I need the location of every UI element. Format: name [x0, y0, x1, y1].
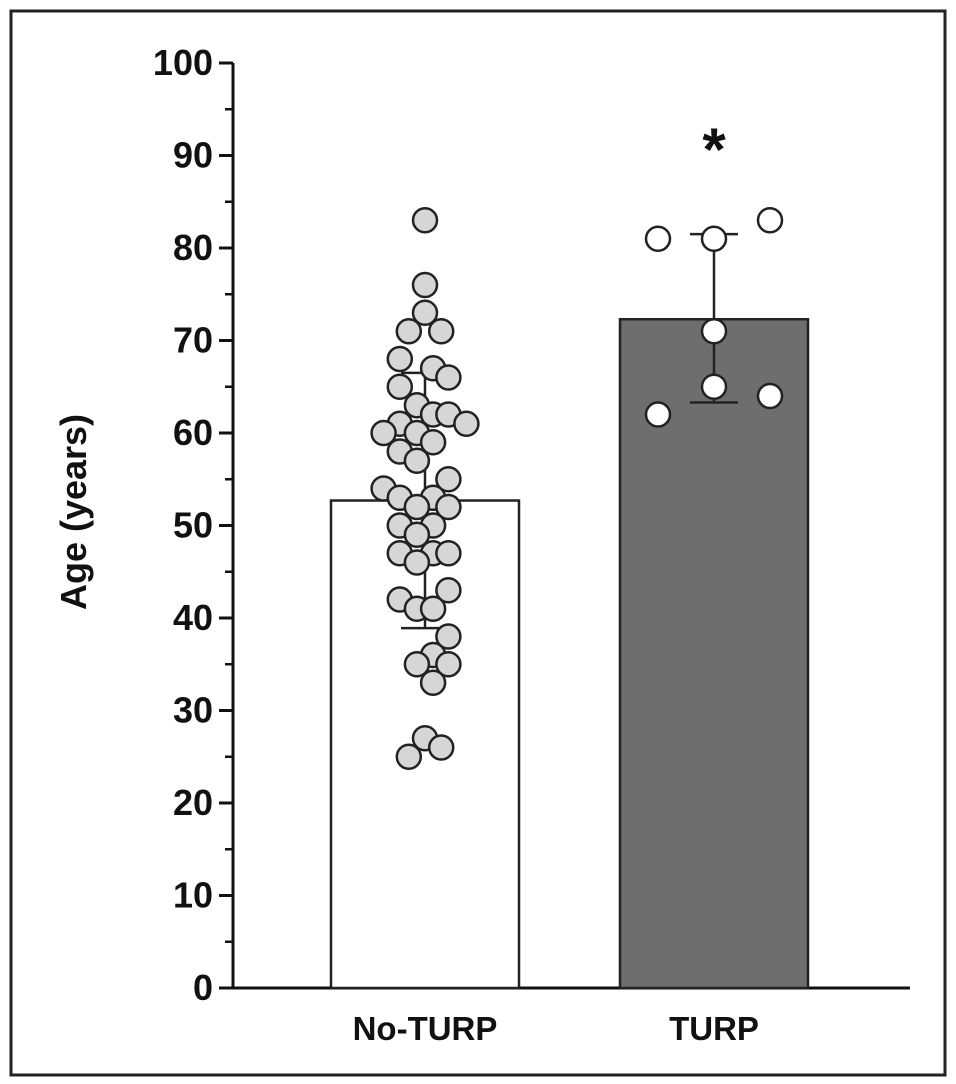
data-point — [435, 577, 462, 604]
data-points — [370, 207, 784, 770]
data-point — [403, 447, 431, 474]
data-point — [370, 419, 397, 447]
data-point — [427, 318, 455, 345]
data-point — [403, 651, 431, 678]
y-tick-label: 10 — [173, 875, 213, 916]
data-point — [419, 669, 447, 696]
data-point — [700, 373, 728, 400]
data-point — [435, 466, 462, 493]
significance-asterisk: * — [702, 116, 726, 183]
data-point — [756, 382, 784, 410]
y-tick-label: 80 — [173, 227, 213, 268]
labels: No-TURP TURP * — [353, 116, 759, 1047]
data-point — [427, 734, 455, 761]
y-tick-label: 40 — [173, 597, 213, 638]
data-point — [411, 299, 439, 326]
y-axis-title: Age (years) — [53, 414, 94, 610]
y-tick-label: 70 — [173, 320, 213, 361]
data-point — [403, 493, 431, 521]
y-tick-label: 30 — [173, 690, 213, 731]
y-tick-label: 60 — [173, 412, 213, 453]
data-point — [403, 549, 431, 576]
y-tick-label: 50 — [173, 505, 213, 546]
data-point — [403, 521, 431, 548]
data-point — [435, 364, 462, 391]
y-tick-label: 100 — [153, 42, 213, 83]
data-point — [644, 225, 672, 252]
y-tick-label: 20 — [173, 782, 213, 823]
x-tick-label: TURP — [669, 1010, 759, 1047]
y-tick-label: 0 — [193, 967, 213, 1008]
data-point — [395, 743, 423, 770]
data-point — [435, 493, 462, 521]
data-point — [386, 373, 414, 400]
data-point — [700, 318, 728, 345]
x-tick-label: No-TURP — [353, 1010, 498, 1047]
axes: 0 10 20 30 40 50 60 70 80 90 100 — [153, 42, 910, 1008]
data-point — [435, 623, 462, 650]
data-point — [453, 410, 480, 437]
data-point — [411, 207, 439, 234]
data-point — [419, 595, 447, 622]
data-point — [386, 345, 414, 373]
data-point — [700, 225, 728, 252]
data-point — [395, 318, 423, 345]
data-point — [411, 271, 439, 299]
y-tick-label: 90 — [173, 135, 213, 176]
data-point — [644, 401, 672, 428]
bar-turp — [618, 317, 810, 990]
data-point — [435, 651, 462, 678]
data-point — [435, 540, 462, 567]
data-point — [756, 207, 784, 234]
data-point — [419, 429, 447, 456]
